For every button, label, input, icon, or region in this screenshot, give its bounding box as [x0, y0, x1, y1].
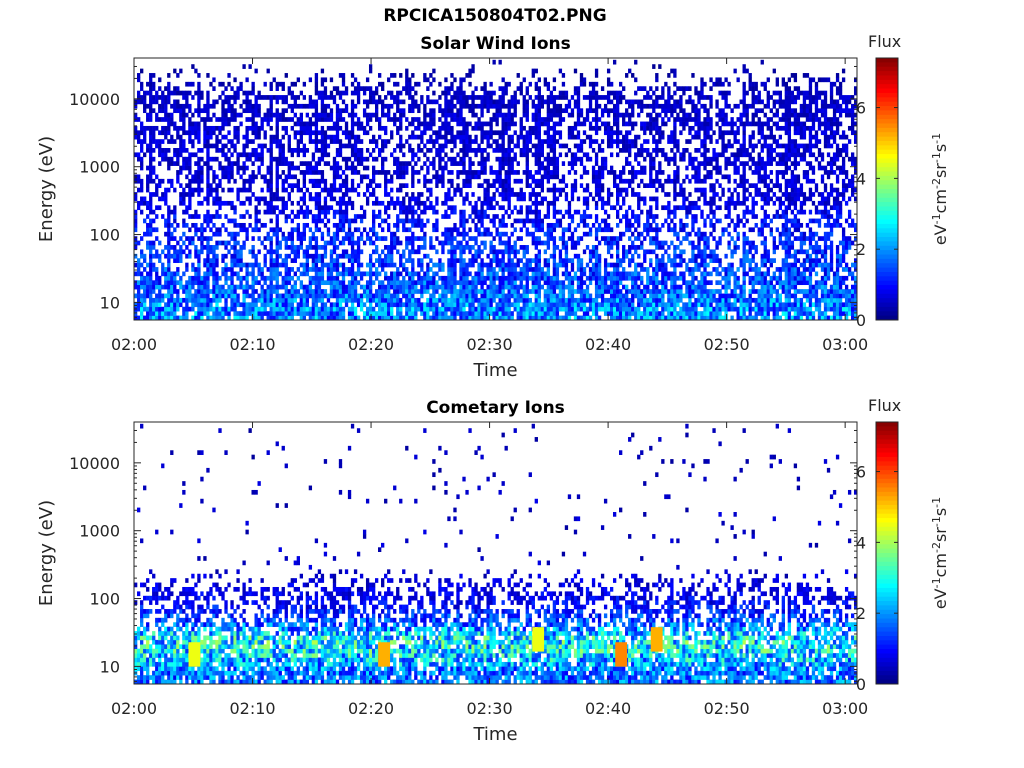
hotspot	[378, 642, 391, 667]
colorbar-units-label: eV-1cm-2sr-1s-1	[930, 497, 951, 609]
x-tick-label: 02:10	[229, 699, 275, 718]
axes-box	[133, 57, 858, 321]
x-tick-label: 02:40	[585, 699, 631, 718]
x-tick-label: 02:20	[348, 335, 394, 354]
x-tick-label: 02:20	[348, 699, 394, 718]
colorbar-tick-label: 0	[856, 311, 866, 330]
hotspot	[650, 627, 663, 652]
y-tick-label: 10000	[69, 90, 120, 109]
y-tick-label: 100	[89, 590, 120, 609]
cometary-panel: 02:00 02:10 02:20 02:30 02:40 02:50 03:00 10 100…	[36, 396, 950, 745]
y-tick-label: 1000	[79, 522, 120, 541]
y-tick-label: 10	[100, 657, 120, 676]
x-tick-label: 02:40	[585, 335, 631, 354]
colorbar: 0 2 4 6 Flux eV-1cm-2sr-1s-1	[856, 396, 950, 694]
colorbar-tick-label: 4	[856, 533, 866, 552]
x-tick-label: 03:00	[822, 699, 868, 718]
colorbar-tick-label: 2	[856, 240, 866, 259]
colorbar-tick-label: 6	[856, 99, 866, 118]
hotspot	[532, 627, 545, 652]
x-tick-label: 02:00	[111, 699, 157, 718]
x-tick-label: 02:30	[467, 335, 513, 354]
x-tick-label: 02:50	[704, 699, 750, 718]
x-tick-label: 02:30	[467, 699, 513, 718]
figure-title: RPCICA150804T02.PNG	[383, 6, 607, 26]
x-tick-label: 02:10	[229, 335, 275, 354]
solar-wind-panel: 02:00 02:10 02:20 02:30 02:40 02:50 03:00 10 100…	[36, 32, 950, 381]
x-tick-label: 03:00	[822, 335, 868, 354]
colorbar-tick-label: 2	[856, 604, 866, 623]
panel-title: Solar Wind Ions	[420, 34, 571, 54]
spectrogram-cells	[134, 59, 858, 321]
colorbar-title: Flux	[868, 32, 901, 51]
y-axis-label: Energy (eV)	[36, 500, 57, 606]
spectrogram-cells	[134, 423, 858, 685]
y-tick-label: 10	[100, 293, 120, 312]
hotspot	[615, 642, 628, 667]
x-axis-label: Time	[472, 724, 517, 745]
colorbar-tick-label: 0	[856, 675, 866, 694]
panel-title: Cometary Ions	[426, 398, 565, 418]
colorbar-title: Flux	[868, 396, 901, 415]
y-tick-label: 1000	[79, 158, 120, 177]
x-axis-label: Time	[472, 360, 517, 381]
hotspot	[188, 642, 201, 667]
y-tick-label: 100	[89, 226, 120, 245]
x-tick-label: 02:00	[111, 335, 157, 354]
x-tick-label: 02:50	[704, 335, 750, 354]
y-tick-label: 10000	[69, 454, 120, 473]
colorbar-tick-label: 4	[856, 169, 866, 188]
colorbar: 0 2 4 6 Flux eV-1cm-2sr-1s-1	[856, 32, 950, 330]
colorbar-tick-label: 6	[856, 463, 866, 482]
y-axis-label: Energy (eV)	[36, 136, 57, 242]
axes-box	[133, 421, 858, 685]
colorbar-units-label: eV-1cm-2sr-1s-1	[930, 133, 951, 245]
